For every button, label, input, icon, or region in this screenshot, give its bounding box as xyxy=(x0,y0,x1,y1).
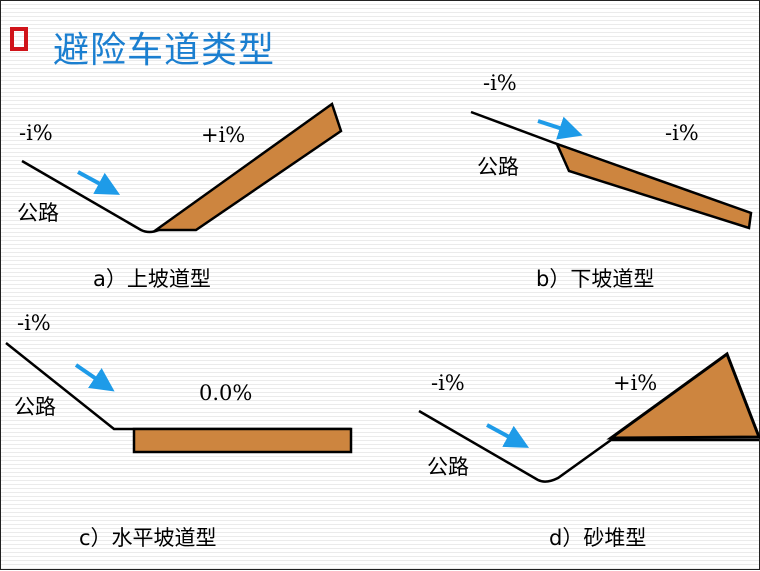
bullet-square-icon xyxy=(10,27,28,51)
ramp-bed xyxy=(132,427,353,454)
caption-c: c）水平坡道型 xyxy=(79,526,217,550)
road-line xyxy=(418,409,759,483)
diagram-sand-pile xyxy=(418,351,760,483)
grade-label: -i% xyxy=(19,121,53,145)
caption-a: a）上坡道型 xyxy=(93,267,211,291)
page-title: 避险车道类型 xyxy=(53,30,276,71)
ramp-bed xyxy=(554,141,753,230)
road-label: 公路 xyxy=(17,201,59,225)
grade-label: -i% xyxy=(665,121,699,145)
grade-label: +i% xyxy=(613,371,658,395)
grade-label: -i% xyxy=(431,371,465,395)
road-label: 公路 xyxy=(477,155,519,179)
caption-d: d）砂堆型 xyxy=(549,526,647,550)
diagram-flat-ramp xyxy=(5,342,353,454)
road-label: 公路 xyxy=(427,455,469,479)
direction-arrow-icon xyxy=(537,116,583,140)
grade-label: 0.0% xyxy=(199,381,253,405)
direction-arrow-icon xyxy=(77,170,121,195)
sand-pile xyxy=(606,351,760,440)
road-label: 公路 xyxy=(14,395,56,419)
direction-arrow-icon xyxy=(486,423,530,448)
direction-arrow-icon xyxy=(74,363,115,392)
road-line xyxy=(5,342,351,431)
grade-label: -i% xyxy=(483,71,517,95)
grade-label: -i% xyxy=(17,311,51,335)
diagram-downhill-ramp xyxy=(470,110,753,230)
diagram-uphill-ramp xyxy=(21,101,343,234)
grade-label: +i% xyxy=(201,123,246,147)
ramp-bed xyxy=(152,101,343,232)
caption-b: b）下坡道型 xyxy=(536,267,655,291)
